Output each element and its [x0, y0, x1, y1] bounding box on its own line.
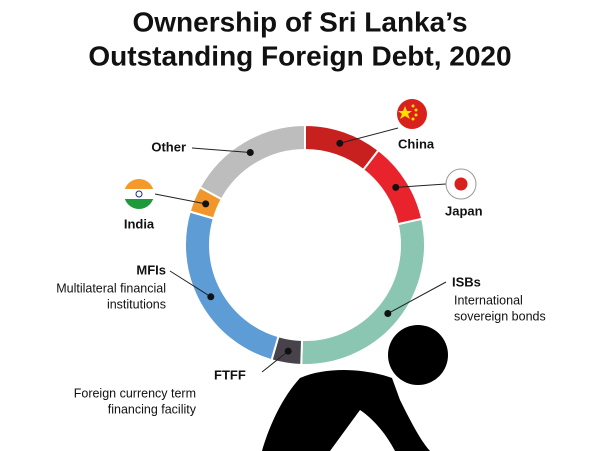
person-silhouette: [262, 325, 448, 451]
leader-dot: [336, 139, 344, 147]
donut-segment: [184, 210, 280, 362]
leader-dot: [246, 148, 254, 156]
leader-line: [261, 350, 289, 373]
segment-label: ISBs: [452, 274, 481, 289]
segment-label: MFIs: [136, 262, 166, 277]
segment-description: sovereign bonds: [454, 309, 546, 323]
donut-segment: [198, 123, 306, 201]
leader-dot: [284, 347, 292, 355]
japan-flag: [445, 168, 477, 200]
leader-line: [395, 183, 447, 188]
chart-title: Ownership of Sri Lanka’s: [132, 6, 467, 37]
leader-dot: [384, 310, 392, 318]
india-flag: [124, 179, 154, 209]
segment-label: Other: [151, 139, 186, 154]
segment-description: institutions: [107, 297, 166, 311]
segment-label: China: [398, 136, 435, 151]
leader-line: [154, 193, 206, 205]
segment-description: financing facility: [108, 402, 197, 416]
segment-label: India: [124, 216, 155, 231]
leader-line: [169, 270, 212, 298]
segment-description: International: [454, 293, 523, 307]
donut: [154, 123, 447, 373]
leader-line: [191, 147, 251, 153]
leader-dot: [392, 183, 400, 191]
segment-description: Foreign currency term: [74, 386, 196, 400]
segment-description: Multilateral financial: [56, 281, 166, 295]
segment-label: FTFF: [214, 367, 246, 382]
segment-label: Japan: [445, 203, 483, 218]
leader-line: [387, 281, 447, 314]
leader-line: [339, 127, 399, 144]
leader-dot: [202, 200, 210, 208]
leader-dot: [207, 293, 215, 301]
china-flag: [397, 99, 427, 129]
chart-title: Outstanding Foreign Debt, 2020: [88, 40, 511, 71]
